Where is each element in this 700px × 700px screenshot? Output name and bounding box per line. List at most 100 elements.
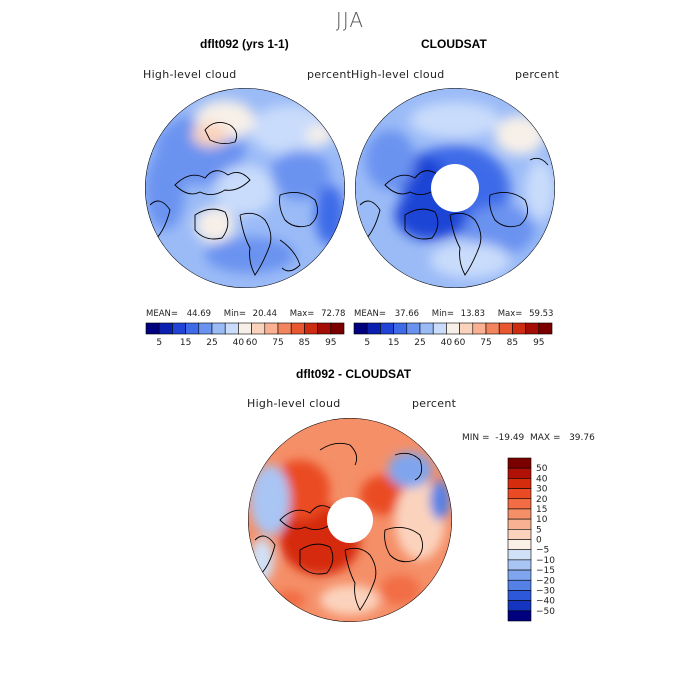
panel2-colorbar-swatch [485,322,500,335]
panel2-colorbar-swatch [406,322,421,335]
panel3-colorbar-swatch [507,488,532,500]
panel2-colorbar-swatch [432,322,447,335]
season-title: JJA [335,8,365,32]
panel3-colorbar-swatch [507,610,532,622]
panel1-coastlines [149,121,319,276]
panel1-min-value: 20.44 [252,309,278,319]
panel2-colorbar-swatch [512,322,526,335]
panel3-colorbar-tick-label: −30 [536,586,555,596]
panel3-colorbar-swatch [507,590,532,601]
panel1-colorbar-swatch [277,322,292,335]
panel2-min-value: 13.83 [460,309,486,319]
panel1-colorbar-tick-label: 15 [180,338,191,348]
panel3-colorbar-tick-label: 10 [536,515,548,525]
panel3-colorbar-swatch [507,579,532,591]
panel2-max-value: 59.53 [529,309,554,319]
panel3-colorbar-swatch [507,600,532,612]
panel2-max-label: Max= [497,309,523,319]
panel3-colorbar-swatch [507,529,532,540]
panel2-colorbar-swatch [353,322,368,335]
panel3-colorbar-tick-label: 15 [536,505,547,515]
panel2-colorbar-swatch [380,322,394,335]
panel3-colorbar-swatch [507,569,532,581]
panel1-map [145,88,345,288]
panel1-mean-label: MEAN= [146,309,178,319]
panel3-variable-label: High-level cloud [247,397,341,410]
panel1-colorbar-tick-label: 60 [246,338,258,348]
panel2-colorbar-swatch [538,322,553,335]
panel1-colorbar-swatch [145,322,160,335]
panel2-colorbar-swatch [525,322,540,335]
panel2-variable-label: High-level cloud [351,68,445,81]
panel3-colorbar-swatch [507,549,532,561]
panel2-pole-hole [431,164,479,212]
panel1-max-label: Max= [289,309,315,319]
panel1-colorbar-tick-label: 95 [325,338,336,348]
panel1-colorbar-swatch [317,322,332,335]
panel3-pole-hole [327,497,373,543]
panel2-colorbar-tick-label: 5 [364,338,370,348]
panel2-mean-label: MEAN= [354,309,386,319]
panel1-colorbar-swatch [264,322,279,335]
panel3-colorbar-tick-label: −5 [536,546,549,556]
panel1-colorbar-swatch [304,322,318,335]
panel2-colorbar-tick-label: 60 [454,338,466,348]
panel2-colorbar-tick-label: 85 [507,338,518,348]
panel1-variable-label: High-level cloud [143,68,237,81]
panel3-colorbar-tick-label: −40 [536,597,555,607]
panel1-colorbar-tick-label: 75 [272,338,283,348]
panel3-colorbar-tick-label: 0 [536,536,542,546]
panel2-colorbar-tick-label: 15 [388,338,399,348]
panel2-field-patches [365,102,555,278]
panel1-colorbar-swatch [330,322,345,335]
panel3-colorbar-tick-label: 40 [536,474,548,484]
panel3-map [248,418,452,622]
panel3-title: dflt092 - CLOUDSAT [296,367,412,381]
panel3-field-patches [250,452,450,615]
panel1-colorbar-tick-label: 40 [233,338,245,348]
panel3-colorbar-tick-label: −10 [536,556,555,566]
panel1-colorbar-swatch [211,322,226,335]
panel1-units-label: percent [307,68,352,81]
panel3-colorbar-tick-label: 5 [536,525,542,535]
panel1-colorbar-swatch [251,322,266,335]
panel3-colorbar-tick-label: −20 [536,576,555,586]
panel2-colorbar: 5 15 25 40 60 75 85 95 [353,322,553,348]
panel1-colorbar-swatch [172,322,186,335]
panel1-title: dflt092 (yrs 1-1) [200,37,289,51]
panel1-colorbar-swatch [238,322,252,335]
panel3-colorbar-tick-label: −50 [536,607,555,617]
panel1-max-value: 72.78 [321,309,346,319]
panel2-map [355,88,555,288]
panel3-colorbar-tick-label: 20 [536,495,548,505]
panel1-colorbar-swatch [158,322,173,335]
panel2-min-label: Min= [431,309,454,319]
panel1-colorbar-swatch [290,322,305,335]
panel3-colorbar-swatch [507,518,532,530]
panel2-colorbar-swatch [446,322,460,335]
panel3-colorbar-tick-label: −15 [536,566,555,576]
panel3-colorbar-swatch [507,467,532,479]
panel3-colorbar-swatch [507,539,532,550]
panel3-colorbar-swatch [507,457,532,469]
panel2-colorbar-swatch [366,322,381,335]
panel2-colorbar-swatch [498,322,513,335]
panel3-colorbar-swatch [507,508,532,520]
panel2-units-label: percent [515,68,560,81]
panel2-colorbar-tick-label: 75 [480,338,491,348]
panel1-colorbar: 5 15 25 40 60 75 85 95 [145,322,345,348]
panel2-mean-value: 37.66 [394,309,420,319]
panel1-colorbar-tick-label: 5 [156,338,162,348]
panel2-colorbar-swatch [419,322,434,335]
panel1-colorbar-swatch [224,322,239,335]
panel1-colorbar-swatch [185,322,200,335]
panel3-colorbar-tick-label: 30 [536,485,548,495]
panel2-stats: MEAN= 37.66 Min= 13.83 Max= 59.53 [354,309,553,319]
panel2-colorbar-swatch [393,322,408,335]
panel3-colorbar-swatch [507,478,532,489]
panel1-colorbar-swatch [198,322,213,335]
panel3-units-label: percent [412,397,457,410]
panel2-title: CLOUDSAT [421,37,487,51]
